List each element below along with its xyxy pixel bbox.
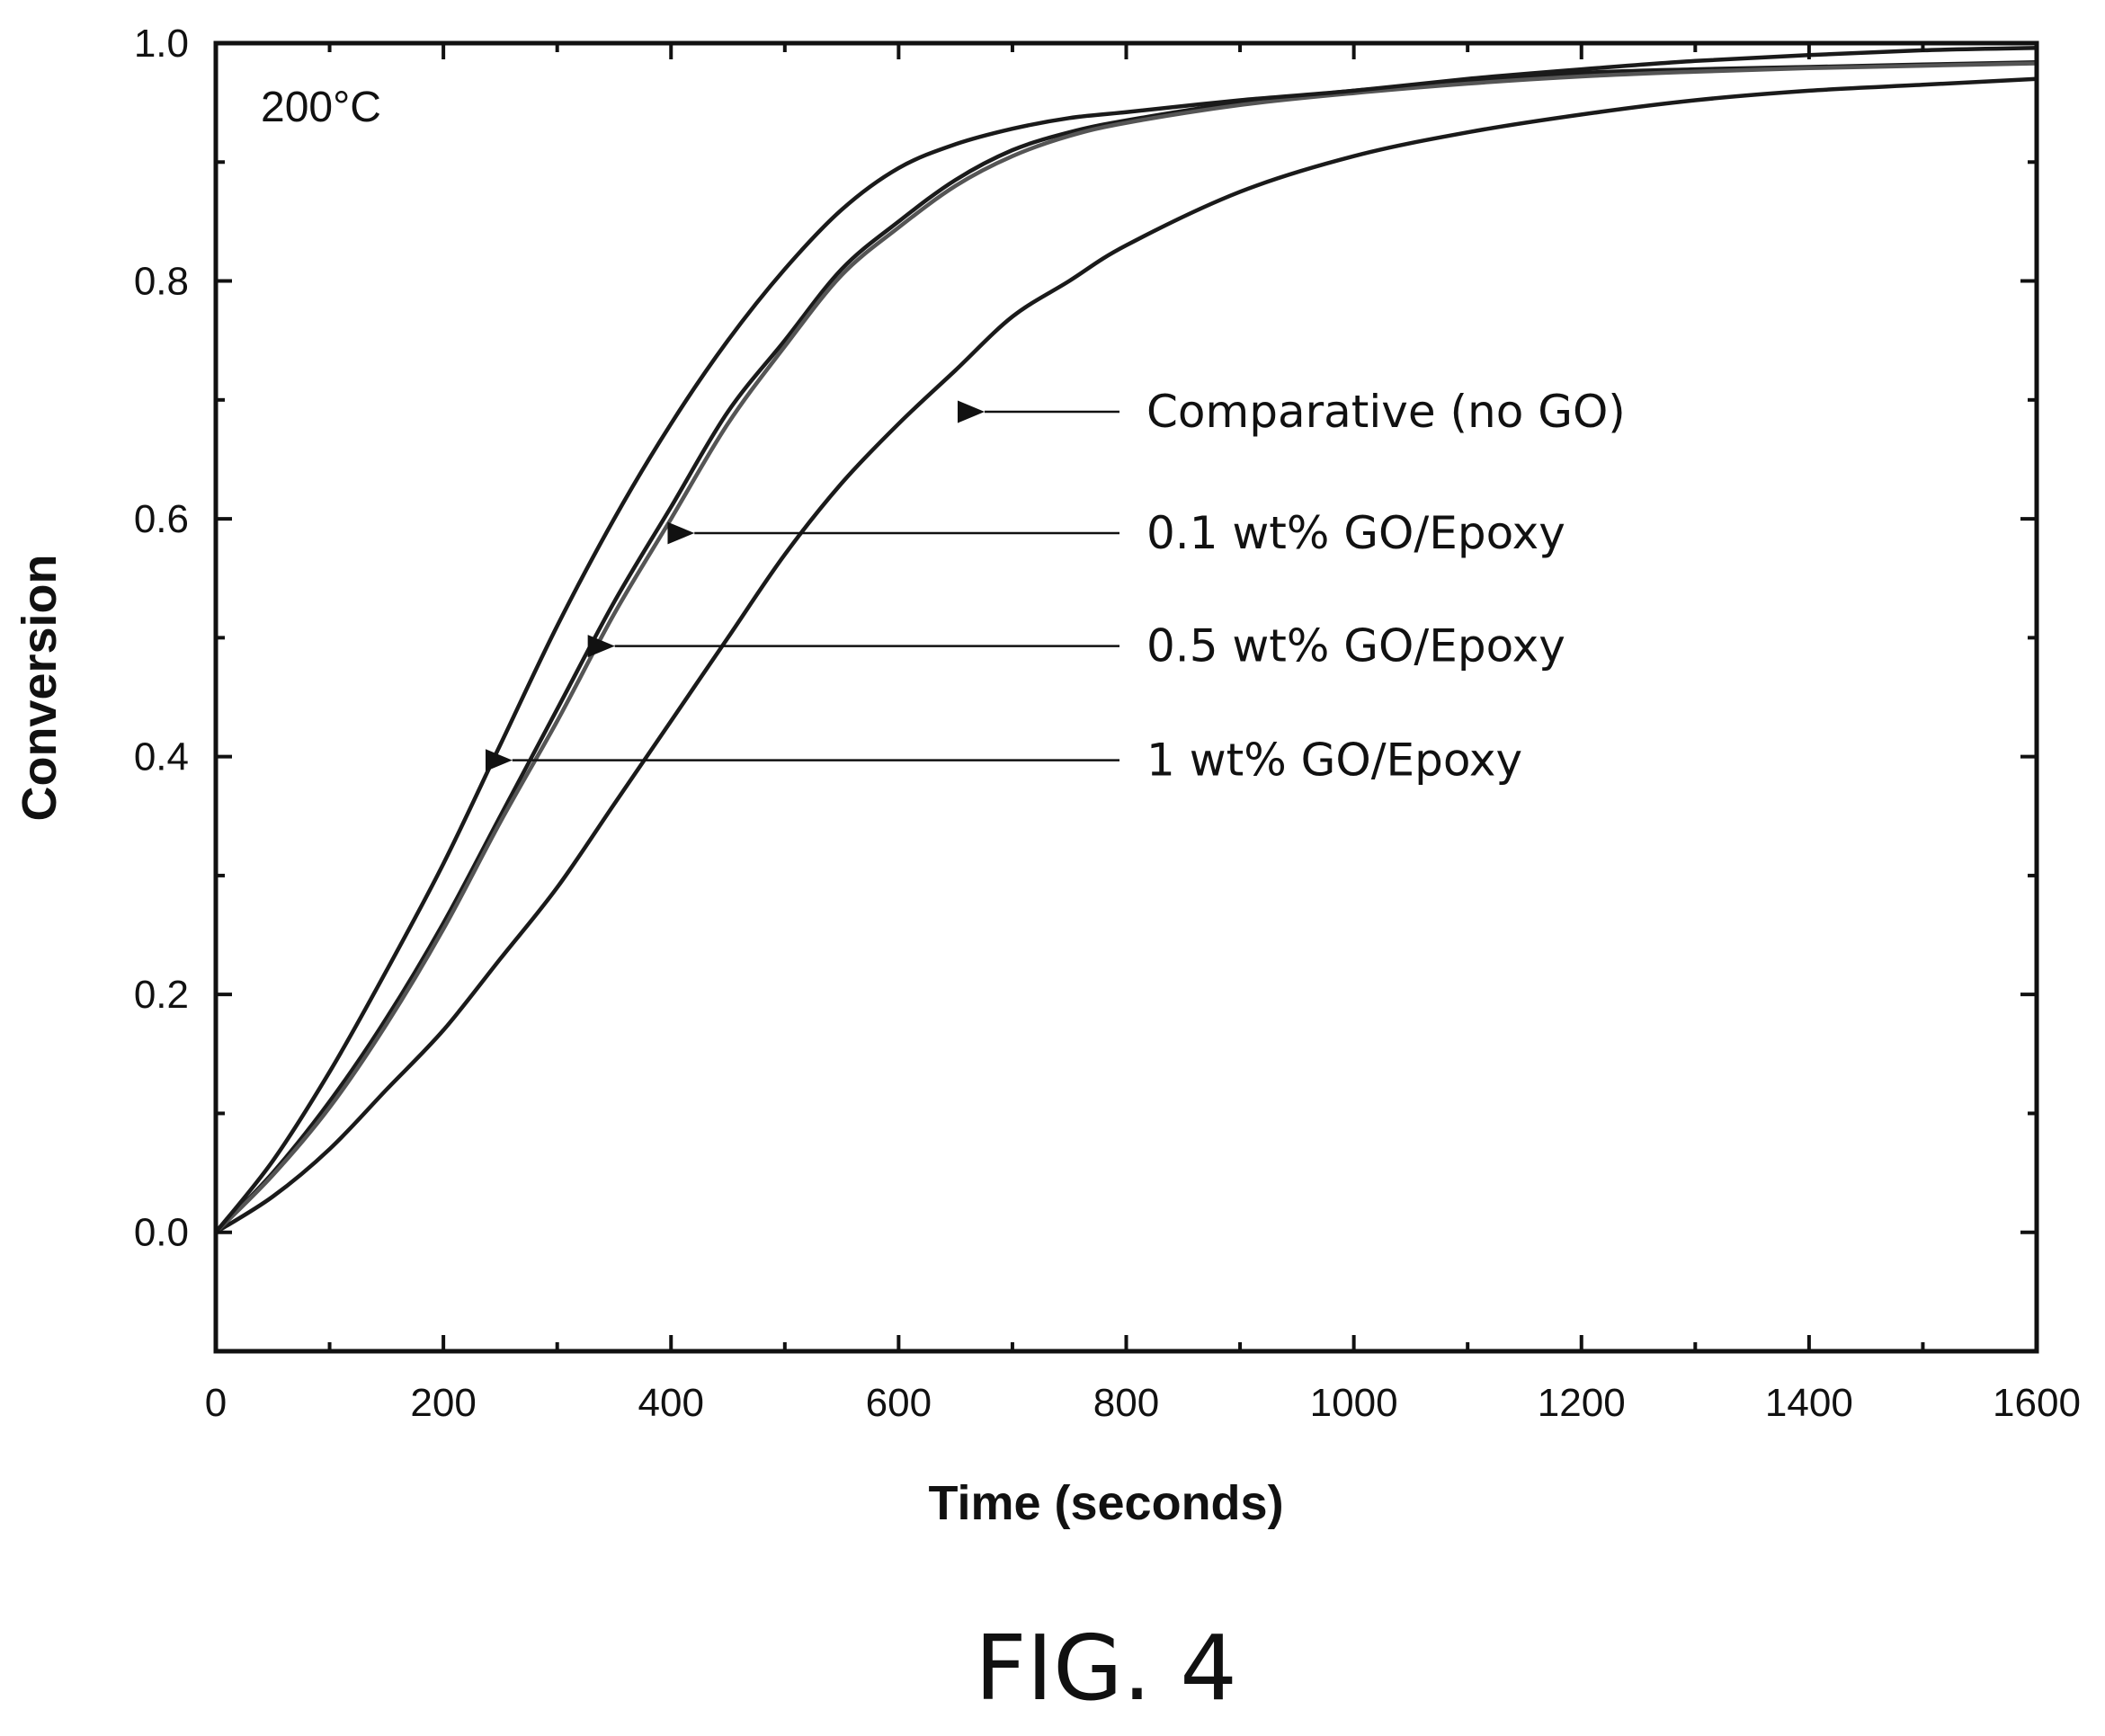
x-tick-label: 600 <box>866 1381 932 1425</box>
series-layer <box>214 46 2038 1234</box>
x-tick-label: 1200 <box>1538 1381 1626 1425</box>
figure-label: FIG. 4 <box>975 1616 1237 1721</box>
x-tick-label: 800 <box>1093 1381 1159 1425</box>
series-line-1 <box>214 76 2038 1234</box>
temperature-label: 200°C <box>261 84 381 131</box>
x-tick-label: 1000 <box>1310 1381 1398 1425</box>
x-tick-label: 1600 <box>1993 1381 2081 1425</box>
x-tick-label: 400 <box>638 1381 704 1425</box>
annotation-label: 1 wt% GO/Epoxy <box>1146 734 1522 787</box>
y-tick-label: 0.8 <box>134 260 189 304</box>
plot-frame <box>213 40 2039 1354</box>
y-axis-title: Conversion <box>13 554 67 821</box>
y-tick-label: 0.2 <box>134 973 189 1017</box>
tick-labels-layer: 0 200 400 600 800 1000 1200 1400 1600 0.0 0.2 0.4 0.… <box>134 22 2081 1425</box>
x-tick-label: 0 <box>205 1381 227 1425</box>
annotation-label: Comparative (no GO) <box>1146 386 1626 438</box>
annotation-label: 0.5 wt% GO/Epoxy <box>1146 620 1565 672</box>
series-line-4 <box>214 46 2038 1234</box>
y-tick-label: 0.4 <box>134 735 189 779</box>
y-tick-label: 0.0 <box>134 1211 189 1255</box>
series-line-2 <box>214 59 2038 1234</box>
ticks-layer <box>214 41 2038 1353</box>
y-tick-label: 1.0 <box>134 22 189 66</box>
series-line-3 <box>214 61 2038 1234</box>
x-axis-title: Time (seconds) <box>928 1476 1283 1530</box>
annotation-label: 0.1 wt% GO/Epoxy <box>1146 507 1565 559</box>
y-tick-label: 0.6 <box>134 497 189 541</box>
x-tick-label: 1400 <box>1765 1381 1853 1425</box>
x-tick-label: 200 <box>410 1381 476 1425</box>
annotations-layer: Comparative (no GO) 0.1 wt% GO/Epoxy 0.5 w… <box>485 386 1626 787</box>
